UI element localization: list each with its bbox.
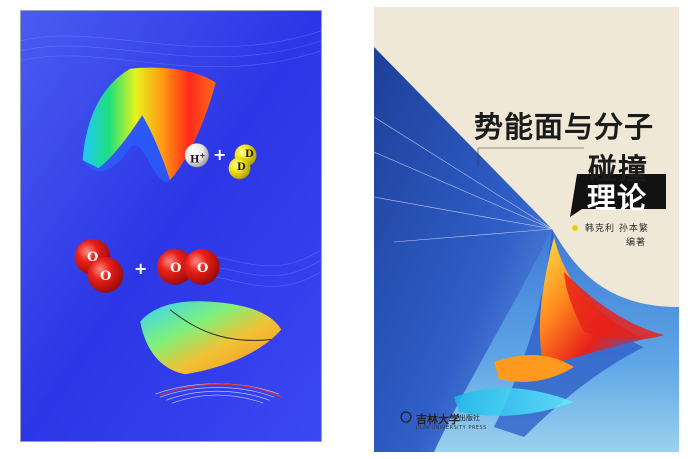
d-atom-label-2: D: [237, 162, 246, 173]
h-atom-label: H+: [190, 151, 206, 166]
d-atom-label-1: D: [245, 149, 254, 160]
title-line-1: 势能面与分子: [474, 110, 655, 144]
title-line-2: 碰撞: [588, 152, 649, 186]
plus-sign-top: +: [213, 145, 227, 164]
publisher-english-name: JILIN UNIVERSITY PRESS: [416, 425, 487, 431]
plus-sign-bottom: +: [134, 259, 148, 278]
o-atom-label-1: O: [87, 250, 99, 265]
o-atom-label-3: O: [170, 261, 182, 276]
publisher-tag: 出版社: [459, 414, 480, 422]
author-role: 编著: [626, 238, 647, 248]
o-atom-label-2: O: [100, 269, 112, 284]
publisher-name: 吉林大学: [416, 413, 460, 426]
front-cover: 势能面与分子 碰撞 理论 韩克利 孙本繁 编著 吉林大学 出版社 JILIN U…: [374, 7, 679, 452]
title-line-3: 理论: [587, 181, 648, 215]
o-atom-label-4: O: [197, 261, 209, 276]
front-cover-art: [374, 7, 679, 452]
back-cover: H+ + D D O O + O O: [20, 10, 322, 442]
back-cover-art: [21, 11, 321, 441]
authors: 韩克利 孙本繁: [585, 224, 649, 234]
